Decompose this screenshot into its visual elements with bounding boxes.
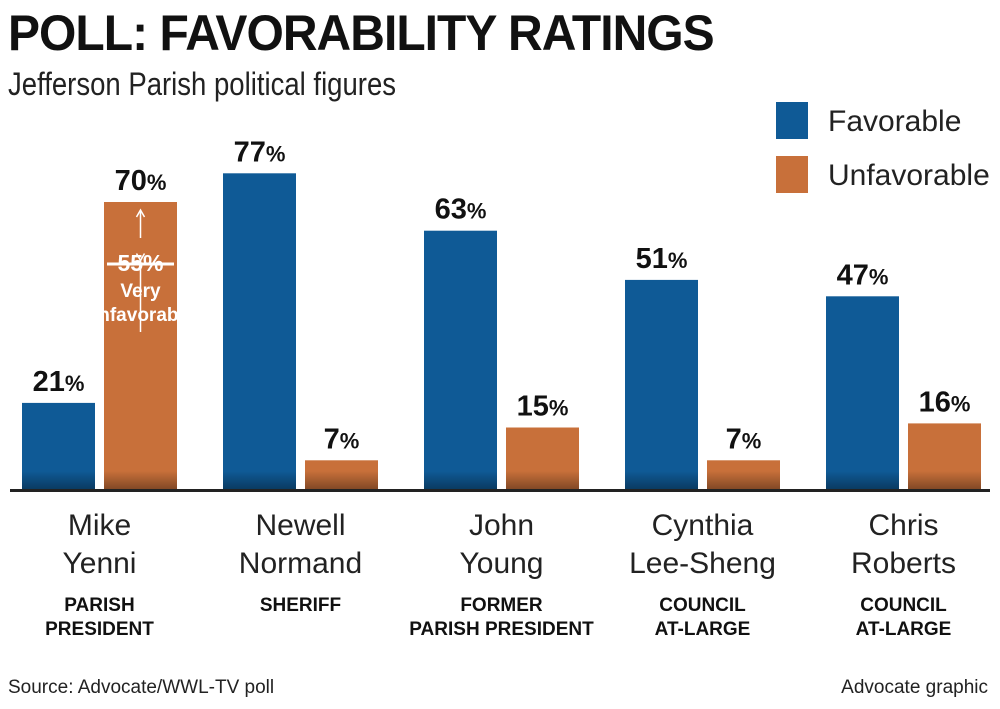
legend-label-favorable: Favorable [828,105,961,138]
annotation-text: Very [120,281,161,302]
annotation-text: unfavorable [87,305,195,326]
data-label-unfavorable-cynthia-lee-sheng: 7% [726,423,762,455]
bar-shade-favorable-cynthia-lee-sheng [625,471,698,489]
category-role-newell-normand: SHERIFF [260,595,341,616]
bar-favorable-john-young [424,230,497,489]
category-name-cynthia-lee-sheng: Cynthia [652,509,754,542]
data-label-unfavorable-john-young: 15% [517,391,569,423]
category-name-mike-yenni: Yenni [63,547,137,580]
category-role-cynthia-lee-sheng: AT-LARGE [655,619,751,640]
annotation-value: 55% [117,250,163,276]
category-role-mike-yenni: PARISH [64,595,134,616]
data-label-favorable-cynthia-lee-sheng: 51% [636,243,688,275]
legend-label-unfavorable: Unfavorable [828,159,990,192]
annotation: 55% Very unfavorable [87,208,195,332]
category-role-john-young: FORMER [460,595,543,616]
bar-shade-unfavorable-john-young [506,471,579,489]
data-label-unfavorable-chris-roberts: 16% [919,386,971,418]
category-role-john-young: PARISH PRESIDENT [409,619,594,640]
x-axis-line [10,489,990,492]
category-name-newell-normand: Normand [239,547,362,580]
source-note: Source: Advocate/WWL-TV poll [8,677,275,698]
bar-favorable-newell-normand [223,173,296,490]
bar-shade-favorable-chris-roberts [826,471,899,489]
legend-swatch-favorable [776,102,808,139]
bar-shade-unfavorable-mike-yenni [104,471,177,489]
bar-shade-unfavorable-chris-roberts [908,471,981,489]
data-label-unfavorable-newell-normand: 7% [324,423,360,455]
bar-shade-unfavorable-newell-normand [305,471,378,489]
chart-subtitle: Jefferson Parish political figures [8,66,397,102]
category-name-chris-roberts: Chris [868,509,938,542]
data-label-favorable-chris-roberts: 47% [837,259,889,291]
graphic-credit: Advocate graphic [841,677,988,698]
bar-favorable-chris-roberts [826,296,899,489]
category-labels: Mike Yenni PARISH PRESIDENT Newell Normand SHE… [45,509,956,640]
category-name-chris-roberts: Roberts [851,547,956,580]
data-label-favorable-mike-yenni: 21% [33,366,85,398]
data-label-favorable-newell-normand: 77% [234,136,286,168]
chart-title: POLL: FAVORABILITY RATINGS [8,5,715,61]
data-labels: 21% 70% 77% 7% 63% 15% 51% 7% 47% 16% [33,136,971,455]
bar-shade-favorable-john-young [424,471,497,489]
bars [10,173,990,492]
category-name-john-young: John [469,509,534,542]
category-name-john-young: Young [460,547,544,580]
data-label-favorable-john-young: 63% [435,194,487,226]
bar-shade-favorable-newell-normand [223,471,296,489]
bar-favorable-cynthia-lee-sheng [625,279,698,489]
legend-swatch-unfavorable [776,156,808,193]
category-role-mike-yenni: PRESIDENT [45,619,154,640]
annotation-arrowhead-up [135,208,146,218]
data-label-unfavorable-mike-yenni: 70% [115,165,167,197]
category-name-cynthia-lee-sheng: Lee-Sheng [629,547,776,580]
category-role-chris-roberts: COUNCIL [860,595,947,616]
bar-shade-favorable-mike-yenni [22,471,95,489]
bar-unfavorable-mike-yenni [104,202,177,489]
annotation-arrowhead-down [135,253,146,263]
category-name-newell-normand: Newell [255,509,345,542]
annotation-marker-line [107,262,174,266]
bar-shade-unfavorable-cynthia-lee-sheng [707,471,780,489]
legend: Favorable Unfavorable [776,102,990,193]
category-role-cynthia-lee-sheng: COUNCIL [659,595,746,616]
category-name-mike-yenni: Mike [68,509,131,542]
category-role-chris-roberts: AT-LARGE [856,619,952,640]
